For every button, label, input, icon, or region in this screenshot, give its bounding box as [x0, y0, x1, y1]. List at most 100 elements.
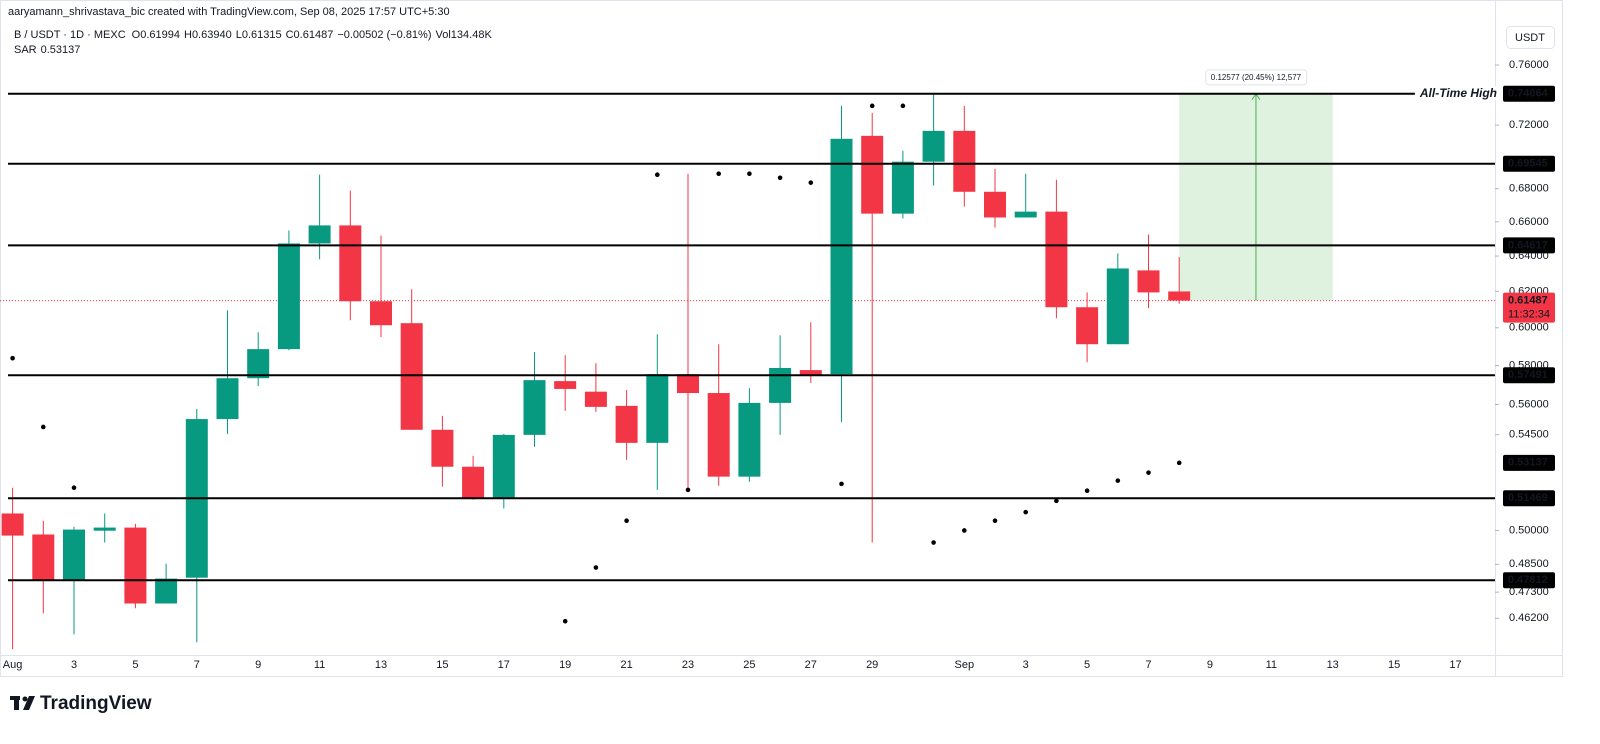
- last-price-label: 0.61487: [1508, 294, 1548, 306]
- x-tick-label: 23: [682, 659, 694, 671]
- candle-body: [799, 370, 822, 376]
- candle: [124, 523, 147, 609]
- candle: [1076, 292, 1099, 363]
- candle: [32, 520, 55, 614]
- candle: [247, 332, 270, 386]
- candle-body: [861, 135, 884, 214]
- currency[interactable]: USDT: [1515, 32, 1545, 44]
- candle-body: [984, 191, 1006, 218]
- y-tick-label: 0.56000: [1509, 398, 1549, 410]
- measure-label: 0.12577 (20.45%) 12,577: [1211, 73, 1302, 82]
- sar-dot: [839, 481, 844, 487]
- sar-dot: [1115, 478, 1121, 483]
- candle-body: [677, 374, 699, 394]
- legend-value: 0.61487: [294, 29, 334, 41]
- candle-body: [830, 138, 853, 375]
- candle-body: [339, 225, 362, 302]
- x-tick-label: 3: [1023, 659, 1029, 671]
- x-tick-label: 9: [255, 659, 261, 671]
- candle-body: [216, 378, 239, 420]
- y-tick-label: 0.60000: [1509, 322, 1549, 334]
- candle-body: [769, 367, 792, 403]
- candle-body: [1045, 211, 1068, 308]
- x-tick-label: 15: [1388, 659, 1400, 671]
- level-price-box: [1503, 85, 1555, 102]
- x-tick-label: 13: [375, 659, 387, 671]
- candle: [554, 355, 577, 411]
- sar-price-box: [1503, 454, 1555, 471]
- candle: [738, 388, 761, 482]
- sar-dot: [10, 355, 15, 361]
- candle: [615, 390, 638, 460]
- sar-dot: [869, 103, 875, 109]
- countdown: 11:32:34: [1508, 308, 1550, 320]
- x-tick-label: 17: [1449, 659, 1461, 671]
- x-tick-label: 11: [1266, 659, 1277, 671]
- y-tick-label: 0.72000: [1509, 119, 1549, 131]
- candle-body: [922, 130, 945, 162]
- legend-key: O: [132, 29, 141, 41]
- x-tick-label: 5: [1084, 659, 1090, 671]
- indicator-value: 0.53137: [41, 44, 81, 56]
- sar-dot: [900, 103, 906, 109]
- y-tick-label: 0.50000: [1509, 524, 1549, 536]
- sar-dot: [655, 172, 660, 178]
- candle: [1, 487, 24, 650]
- brand-logo: [10, 696, 35, 710]
- candle-body: [492, 434, 515, 498]
- sar-dot: [624, 518, 629, 524]
- x-tick-label: 29: [866, 659, 878, 671]
- candle-body: [32, 534, 55, 580]
- candle: [1045, 179, 1068, 319]
- candle-body: [1168, 291, 1191, 301]
- candle-body: [277, 243, 300, 350]
- sar-dot: [41, 424, 46, 430]
- y-tick-label: 0.66000: [1509, 216, 1549, 228]
- sar-dot: [1054, 498, 1059, 504]
- level-price-label: 0.57491: [1508, 369, 1548, 381]
- candle: [984, 168, 1006, 228]
- legend-value: 0.63940: [192, 29, 232, 41]
- x-tick-label: Sep: [955, 659, 975, 671]
- sar-dot: [716, 171, 721, 177]
- level-price-box: [1503, 490, 1555, 507]
- candle-body: [738, 402, 761, 477]
- candle-body: [431, 429, 454, 467]
- x-tick-label: 3: [71, 659, 77, 671]
- candle: [370, 235, 392, 338]
- candle: [216, 310, 239, 434]
- sar-dot: [562, 618, 568, 624]
- x-tick-label: 9: [1207, 659, 1213, 671]
- candle: [431, 415, 454, 487]
- x-tick-label: 11: [314, 659, 325, 671]
- last-price-box: [1503, 292, 1555, 323]
- sar-dot: [593, 565, 599, 570]
- x-tick-label: 7: [1145, 659, 1151, 671]
- candle: [523, 352, 546, 447]
- candle: [1168, 257, 1191, 304]
- level-price-label: 0.69545: [1508, 158, 1548, 170]
- legend-key: C: [286, 29, 294, 41]
- sar-dot: [1023, 509, 1028, 515]
- candle: [462, 455, 485, 500]
- measure-label-box: [1205, 69, 1308, 86]
- sar-dot: [1176, 460, 1182, 466]
- sar-dot: [1146, 470, 1151, 475]
- candle: [492, 433, 515, 509]
- currency-button[interactable]: [1506, 26, 1555, 49]
- candle: [677, 173, 699, 490]
- x-tick-label: 13: [1327, 659, 1339, 671]
- x-tick-label: 25: [743, 659, 755, 671]
- level-price-label: 0.47812: [1508, 574, 1548, 586]
- candle: [891, 150, 914, 219]
- attribution: aaryamann_shrivastava_bic created with T…: [8, 6, 450, 18]
- candle: [155, 563, 178, 604]
- candle-body: [1076, 307, 1099, 345]
- candle-body: [63, 529, 85, 580]
- y-tick-label: 0.68000: [1509, 183, 1549, 195]
- candle-body: [1, 513, 24, 536]
- legend-value: 0.61994: [140, 29, 180, 41]
- sar-dot: [962, 528, 967, 533]
- level-price-label: 0.51469: [1508, 492, 1548, 504]
- y-tick-label: 0.54500: [1509, 429, 1549, 441]
